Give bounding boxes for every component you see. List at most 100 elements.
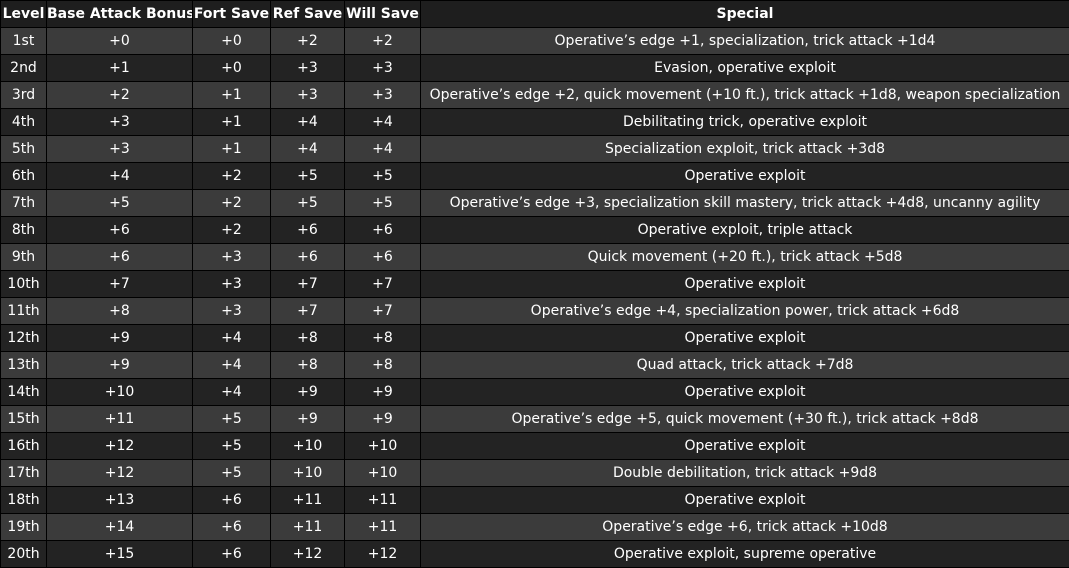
level-cell: 13th — [1, 352, 47, 379]
will-save-cell: +2 — [345, 28, 421, 55]
level-cell: 11th — [1, 298, 47, 325]
special-cell: Operative’s edge +3, specialization skil… — [421, 190, 1069, 217]
level-cell: 20th — [1, 541, 47, 568]
fort-save-cell: +1 — [193, 109, 271, 136]
fort-save-cell: +2 — [193, 190, 271, 217]
special-cell: Operative’s edge +5, quick movement (+30… — [421, 406, 1069, 433]
will-save-cell: +3 — [345, 82, 421, 109]
will-save-cell: +8 — [345, 352, 421, 379]
level-cell: 7th — [1, 190, 47, 217]
fort-save-cell: +6 — [193, 541, 271, 568]
base-attack-bonus-cell: +0 — [47, 28, 193, 55]
ref-save-cell: +8 — [271, 352, 345, 379]
fort-save-cell: +6 — [193, 487, 271, 514]
level-cell: 10th — [1, 271, 47, 298]
will-save-cell: +6 — [345, 217, 421, 244]
fort-save-cell: +2 — [193, 217, 271, 244]
base-attack-bonus-cell: +9 — [47, 325, 193, 352]
special-cell: Operative exploit — [421, 163, 1069, 190]
level-cell: 8th — [1, 217, 47, 244]
header-special: Special — [421, 1, 1069, 28]
base-attack-bonus-cell: +8 — [47, 298, 193, 325]
base-attack-bonus-cell: +4 — [47, 163, 193, 190]
header-row: Level Base Attack Bonus Fort Save Ref Sa… — [1, 1, 1069, 28]
fort-save-cell: +0 — [193, 55, 271, 82]
level-cell: 6th — [1, 163, 47, 190]
base-attack-bonus-cell: +3 — [47, 136, 193, 163]
base-attack-bonus-cell: +12 — [47, 433, 193, 460]
base-attack-bonus-cell: +11 — [47, 406, 193, 433]
will-save-cell: +4 — [345, 109, 421, 136]
level-cell: 16th — [1, 433, 47, 460]
special-cell: Double debilitation, trick attack +9d8 — [421, 460, 1069, 487]
will-save-cell: +12 — [345, 541, 421, 568]
special-cell: Quick movement (+20 ft.), trick attack +… — [421, 244, 1069, 271]
base-attack-bonus-cell: +5 — [47, 190, 193, 217]
ref-save-cell: +9 — [271, 406, 345, 433]
level-cell: 1st — [1, 28, 47, 55]
level-cell: 15th — [1, 406, 47, 433]
level-cell: 2nd — [1, 55, 47, 82]
special-cell: Quad attack, trick attack +7d8 — [421, 352, 1069, 379]
special-cell: Operative exploit, supreme operative — [421, 541, 1069, 568]
header-will-save: Will Save — [345, 1, 421, 28]
will-save-cell: +7 — [345, 271, 421, 298]
ref-save-cell: +3 — [271, 82, 345, 109]
base-attack-bonus-cell: +10 — [47, 379, 193, 406]
will-save-cell: +9 — [345, 379, 421, 406]
special-cell: Operative’s edge +2, quick movement (+10… — [421, 82, 1069, 109]
special-cell: Operative exploit — [421, 487, 1069, 514]
special-cell: Operative exploit, triple attack — [421, 217, 1069, 244]
level-cell: 12th — [1, 325, 47, 352]
ref-save-cell: +11 — [271, 487, 345, 514]
special-cell: Operative exploit — [421, 325, 1069, 352]
fort-save-cell: +4 — [193, 352, 271, 379]
will-save-cell: +10 — [345, 433, 421, 460]
fort-save-cell: +5 — [193, 406, 271, 433]
ref-save-cell: +8 — [271, 325, 345, 352]
fort-save-cell: +3 — [193, 298, 271, 325]
special-cell: Operative exploit — [421, 433, 1069, 460]
ref-save-cell: +5 — [271, 190, 345, 217]
will-save-cell: +10 — [345, 460, 421, 487]
level-cell: 4th — [1, 109, 47, 136]
ref-save-cell: +10 — [271, 460, 345, 487]
level-cell: 19th — [1, 514, 47, 541]
base-attack-bonus-cell: +13 — [47, 487, 193, 514]
fort-save-cell: +0 — [193, 28, 271, 55]
header-fort-save: Fort Save — [193, 1, 271, 28]
special-cell: Specialization exploit, trick attack +3d… — [421, 136, 1069, 163]
base-attack-bonus-cell: +15 — [47, 541, 193, 568]
ref-save-cell: +6 — [271, 244, 345, 271]
base-attack-bonus-cell: +3 — [47, 109, 193, 136]
fort-save-cell: +1 — [193, 82, 271, 109]
base-attack-bonus-cell: +7 — [47, 271, 193, 298]
special-cell: Evasion, operative exploit — [421, 55, 1069, 82]
header-base-attack-bonus: Base Attack Bonus — [47, 1, 193, 28]
will-save-cell: +11 — [345, 514, 421, 541]
will-save-cell: +4 — [345, 136, 421, 163]
will-save-cell: +3 — [345, 55, 421, 82]
will-save-cell: +5 — [345, 163, 421, 190]
special-cell: Debilitating trick, operative exploit — [421, 109, 1069, 136]
base-attack-bonus-cell: +14 — [47, 514, 193, 541]
fort-save-cell: +3 — [193, 244, 271, 271]
will-save-cell: +5 — [345, 190, 421, 217]
will-save-cell: +6 — [345, 244, 421, 271]
